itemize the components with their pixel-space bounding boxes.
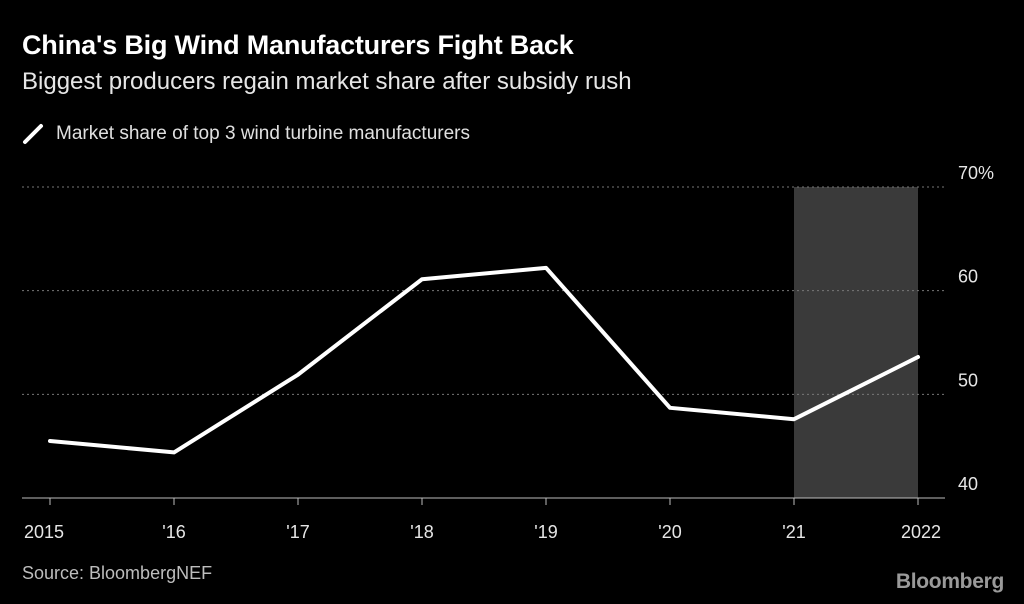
x-tick-label: '20	[658, 522, 681, 542]
legend: Market share of top 3 wind turbine manuf…	[22, 123, 470, 145]
data-point	[421, 278, 423, 280]
chart-title: China's Big Wind Manufacturers Fight Bac…	[22, 30, 574, 60]
x-tick-label: '18	[410, 522, 433, 542]
data-point	[173, 451, 175, 453]
series-line	[48, 265, 920, 455]
x-tick-label: 2015	[24, 522, 64, 542]
legend-line-icon	[23, 124, 43, 144]
data-point	[545, 267, 547, 269]
y-tick-label: 60	[958, 267, 978, 287]
x-tick-label: '17	[286, 522, 309, 542]
data-point	[49, 440, 51, 442]
y-tick-label: 70%	[958, 163, 994, 183]
legend-label: Market share of top 3 wind turbine manuf…	[56, 123, 470, 144]
y-tick-label: 50	[958, 370, 978, 390]
x-tick-label: 2022	[901, 522, 941, 542]
y-tick-label: 40	[958, 474, 978, 494]
chart-subtitle: Biggest producers regain market share af…	[22, 68, 632, 95]
source-note: Source: BloombergNEF	[22, 563, 213, 583]
x-tick-label: '21	[782, 522, 805, 542]
data-point	[669, 407, 671, 409]
data-point	[917, 356, 919, 358]
bloomberg-logo: Bloomberg	[895, 570, 1004, 593]
highlight-band	[794, 187, 918, 498]
x-tick-label: '16	[162, 522, 185, 542]
data-point	[297, 374, 299, 376]
x-tick-label: '19	[534, 522, 557, 542]
data-point	[793, 418, 795, 420]
